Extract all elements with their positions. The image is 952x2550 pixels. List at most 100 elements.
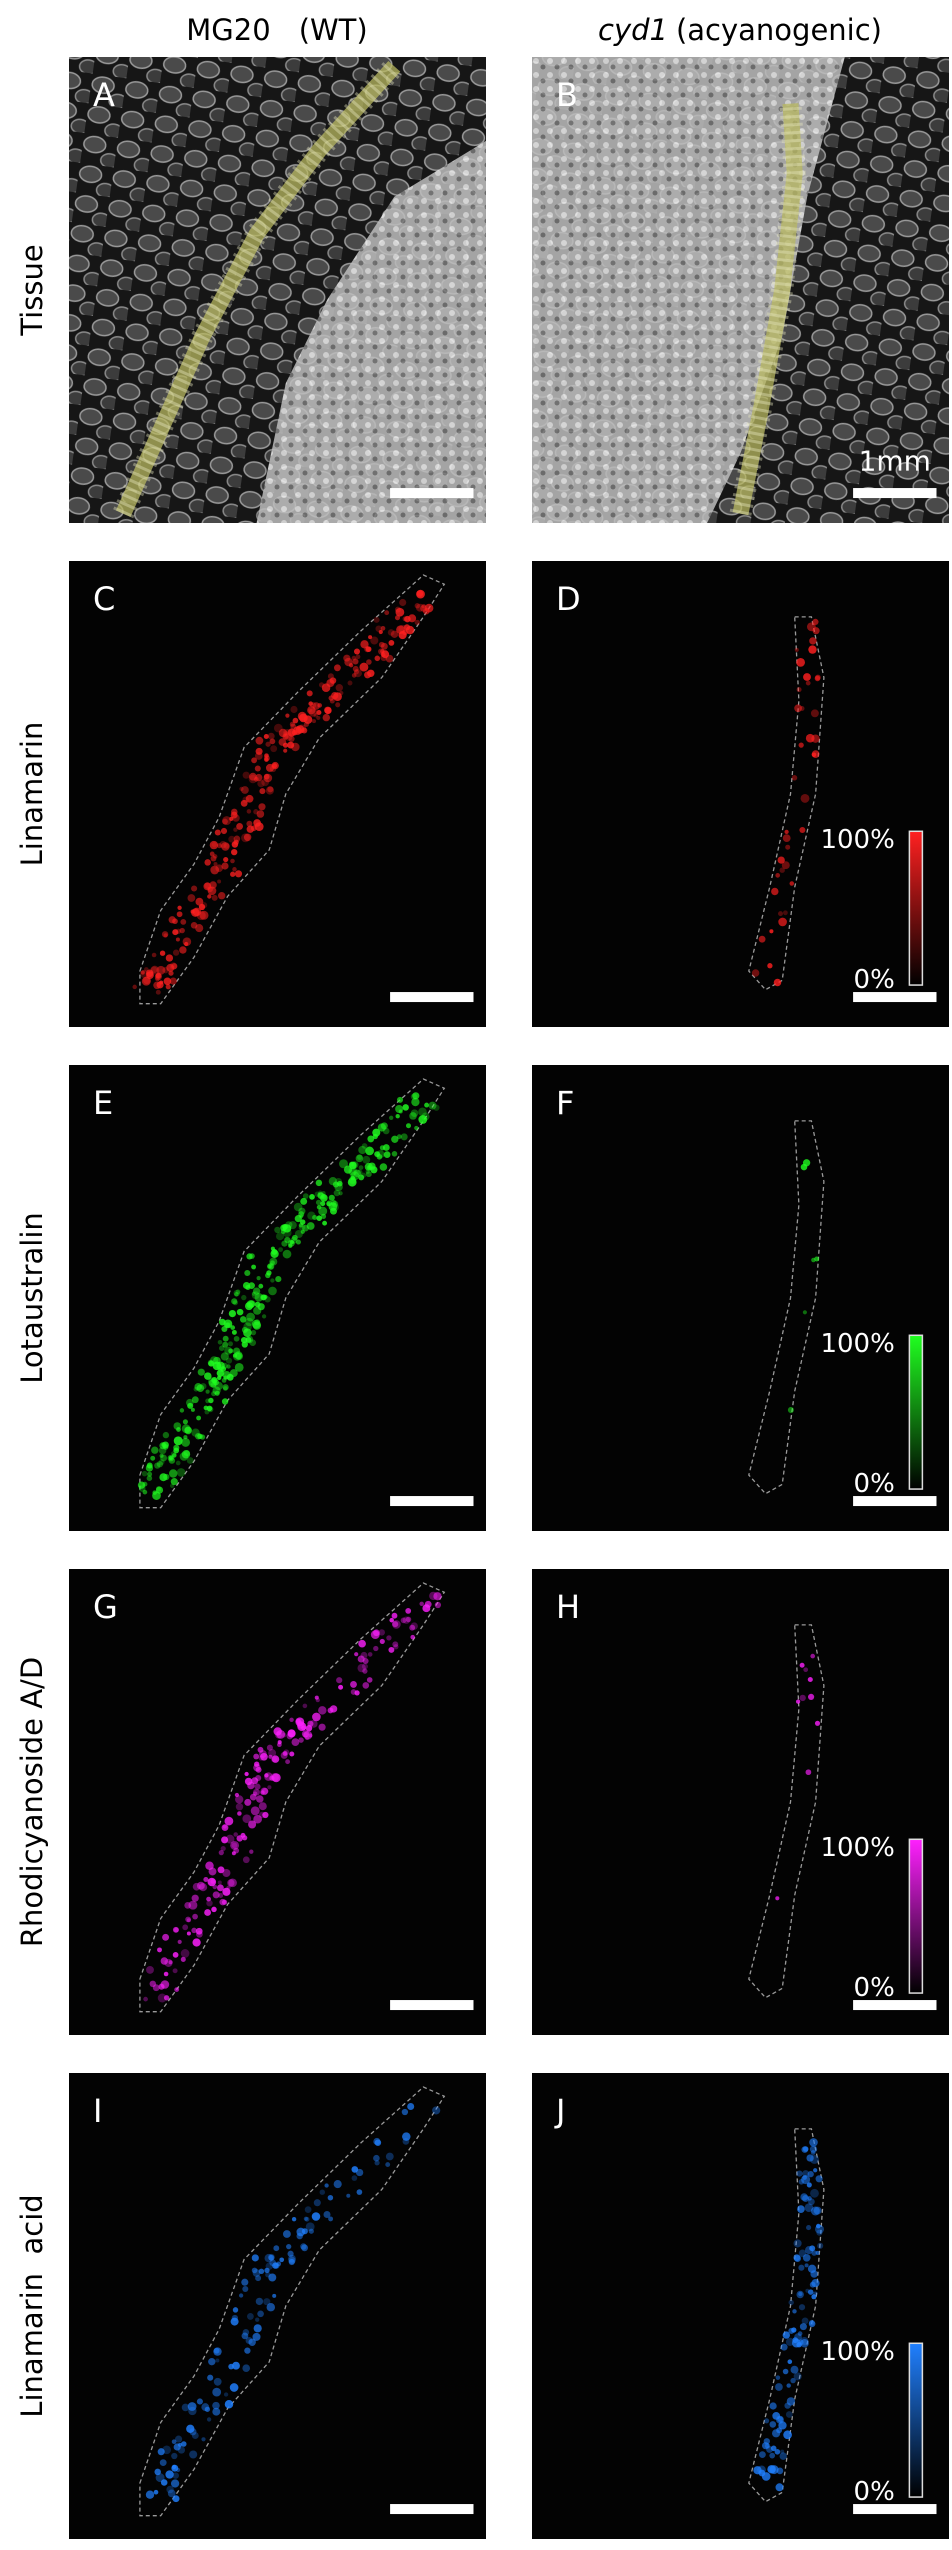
signal-pixel xyxy=(254,1761,260,1767)
signal-pixel xyxy=(261,1314,267,1319)
signal-pixel xyxy=(408,614,417,623)
signal-pixel xyxy=(168,970,174,976)
signal-pixel xyxy=(179,1452,189,1461)
signal-pixel xyxy=(265,2262,273,2270)
signal-pixel xyxy=(252,1287,261,1295)
signal-pixel xyxy=(339,1159,348,1169)
row-label: Linamarin xyxy=(15,722,49,867)
signal-pixel xyxy=(245,1337,252,1343)
signal-pixel xyxy=(241,2332,249,2340)
signal-pixel xyxy=(166,2485,174,2494)
signal-pixel xyxy=(191,885,198,892)
signal-pixel xyxy=(810,2270,818,2278)
signal-pixel xyxy=(142,1489,148,1495)
column-note: (WT) xyxy=(299,13,368,47)
signal-pixel xyxy=(785,844,791,850)
signal-pixel xyxy=(758,935,766,943)
signal-pixel xyxy=(399,598,407,607)
signal-pixel xyxy=(814,675,821,682)
signal-pixel xyxy=(802,2175,807,2180)
signal-pixel xyxy=(245,794,254,803)
signal-pixel xyxy=(771,887,779,896)
signal-pixel xyxy=(362,1682,370,1689)
signal-pixel xyxy=(146,1965,154,1974)
signal-pixel xyxy=(264,757,269,762)
signal-pixel xyxy=(781,861,790,870)
signal-pixel xyxy=(811,2250,817,2256)
signal-pixel xyxy=(163,977,172,986)
signal-pixel xyxy=(351,1161,359,1169)
signal-pixel xyxy=(308,708,318,717)
signal-pixel xyxy=(233,1289,241,1297)
signal-pixel xyxy=(212,2401,220,2410)
signal-pixel xyxy=(333,1189,341,1197)
signal-pixel xyxy=(282,1223,288,1230)
signal-pixel xyxy=(245,2336,253,2345)
signal-pixel xyxy=(278,1247,283,1252)
signal-pixel xyxy=(782,2368,789,2375)
signal-pixel xyxy=(262,1811,269,1819)
signal-pixel xyxy=(256,1795,264,1803)
signal-pixel xyxy=(253,2324,262,2333)
signal-pixel xyxy=(209,840,219,850)
signal-pixel xyxy=(799,705,805,712)
signal-pixel xyxy=(204,859,211,866)
signal-pixel xyxy=(271,1773,281,1783)
signal-pixel xyxy=(751,969,760,977)
signal-pixel xyxy=(271,1248,278,1255)
signal-pixel xyxy=(232,1353,238,1358)
signal-pixel xyxy=(177,1939,182,1944)
signal-pixel xyxy=(317,1192,324,1199)
signal-pixel xyxy=(304,2216,310,2222)
signal-pixel xyxy=(214,1390,220,1396)
signal-pixel xyxy=(244,1269,251,1277)
signal-pixel xyxy=(353,669,362,678)
signal-pixel xyxy=(258,1802,267,1811)
signal-pixel xyxy=(264,2267,270,2274)
signal-pixel xyxy=(285,713,290,718)
scale-bar xyxy=(853,2504,937,2515)
signal-pixel xyxy=(186,2424,195,2433)
signal-pixel xyxy=(414,1125,419,1131)
signal-pixel xyxy=(333,664,341,672)
vascular-strip xyxy=(732,103,803,516)
colorbar xyxy=(908,1334,924,1490)
signal-pixel xyxy=(374,2160,380,2166)
signal-pixel xyxy=(322,713,330,722)
signal-pixel xyxy=(165,984,171,990)
signal-pixel xyxy=(233,1335,240,1342)
signal-pixel xyxy=(332,1181,339,1188)
signal-pixel xyxy=(222,1887,231,1896)
signal-pixel xyxy=(181,1450,191,1459)
panel: E xyxy=(69,1065,486,1531)
signal-pixel xyxy=(428,1101,437,1110)
signal-pixel xyxy=(228,1309,237,1318)
signal-pixel xyxy=(228,835,236,843)
signal-pixel xyxy=(234,870,243,878)
signal-pixel xyxy=(811,752,817,758)
signal-pixel xyxy=(799,826,806,834)
signal-pixel xyxy=(302,1731,309,1738)
signal-pixel xyxy=(806,2182,812,2188)
signal-pixel xyxy=(385,2152,394,2161)
signal-pixel xyxy=(196,1384,205,1392)
signal-pixel xyxy=(282,1249,292,1259)
signal-pixel xyxy=(785,2411,793,2418)
signal-pixel xyxy=(807,1676,813,1683)
signal-pixel xyxy=(204,1372,212,1380)
signal-pixel xyxy=(405,1123,412,1129)
signal-pixel xyxy=(232,2307,239,2313)
signal-pixel xyxy=(412,1092,420,1100)
tissue-region xyxy=(532,57,845,523)
signal-pixel xyxy=(270,745,278,753)
signal-pixel xyxy=(232,1300,238,1306)
signal-pixel xyxy=(222,1868,231,1878)
signal-pixel xyxy=(152,1984,160,1992)
signal-pixel xyxy=(295,1239,301,1245)
signal-pixel xyxy=(267,732,275,740)
signal-pixel xyxy=(206,2417,212,2422)
signal-pixel xyxy=(380,1122,388,1130)
signal-pixel xyxy=(140,970,145,975)
panel-letter: F xyxy=(556,1084,574,1122)
